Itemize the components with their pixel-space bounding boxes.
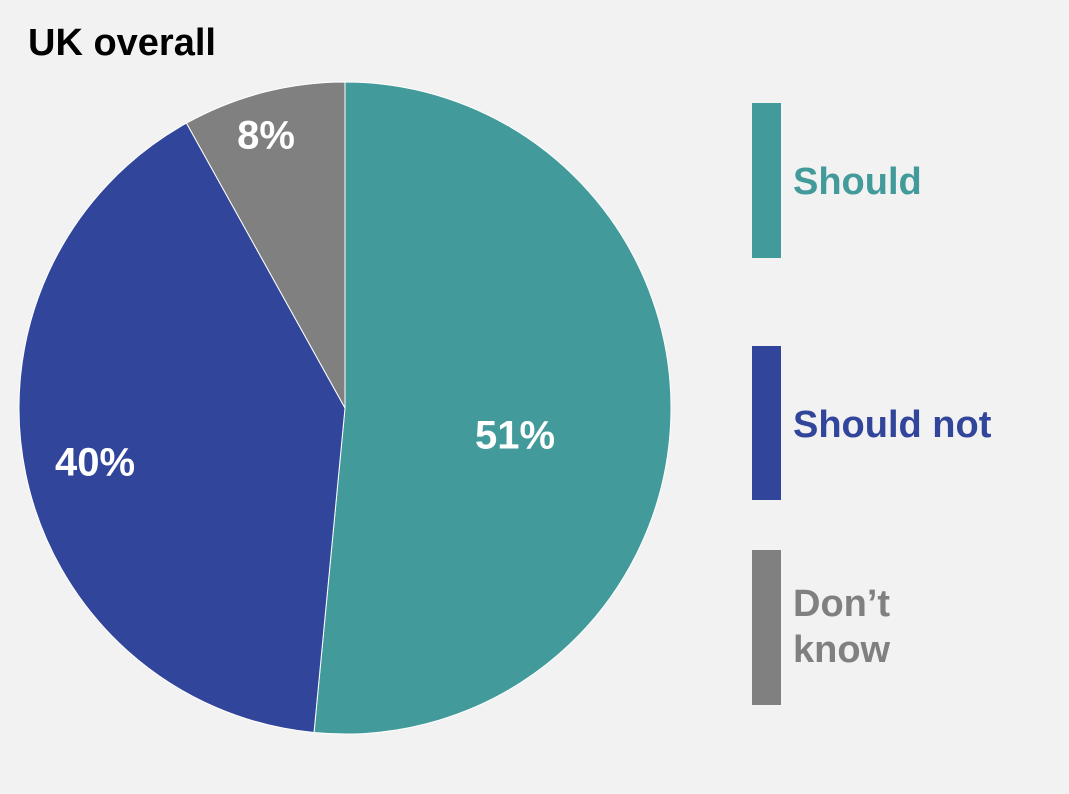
pie-slice-should [313, 81, 672, 735]
legend-swatch-dont-know [752, 550, 781, 705]
slice-label-should: 51% [475, 414, 555, 458]
chart-title: UK overall [28, 22, 216, 64]
pie-slice-don-t-know [185, 81, 346, 410]
slice-label-should-not: 40% [55, 441, 135, 485]
legend-swatch-should [752, 103, 781, 258]
slice-label-don-t-know: 8% [237, 114, 295, 158]
legend-label-dont-know: Don’t know [793, 583, 891, 671]
legend-label-should: Should [793, 161, 922, 203]
legend-label-should-not: Should not [793, 404, 992, 446]
legend-swatch-should-not [752, 346, 781, 500]
pie-slice-should-not [18, 122, 346, 734]
pie-chart: 51% 40% 8% [18, 81, 672, 735]
